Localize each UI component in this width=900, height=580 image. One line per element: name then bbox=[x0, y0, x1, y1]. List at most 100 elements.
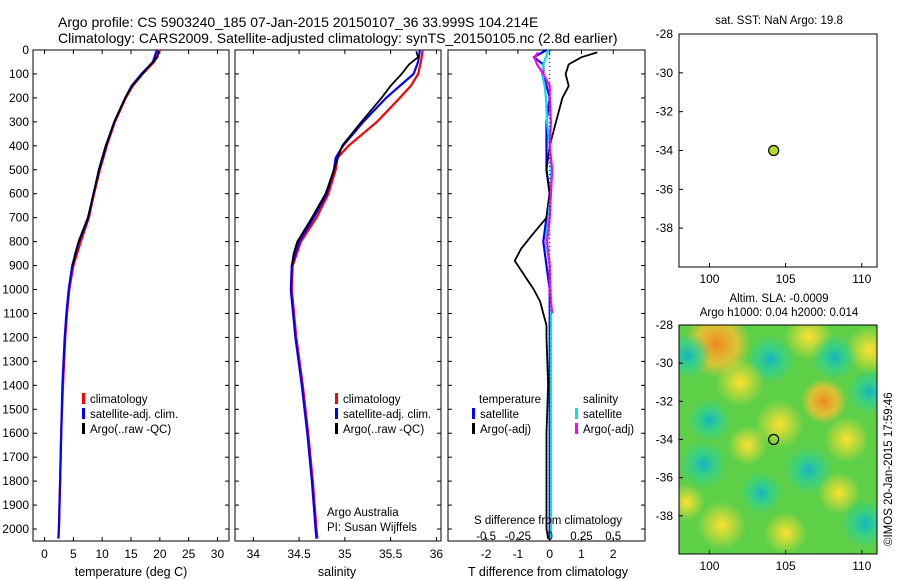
map-x-tick-label: 110 bbox=[852, 272, 871, 286]
sla-anomaly-blob bbox=[688, 399, 731, 442]
x-tick-label: 25 bbox=[182, 547, 196, 561]
sla-anomaly-blob bbox=[679, 439, 728, 489]
depth-axis: 0 100 200 300 400 500 600 700 800 900 1000 1100 1200… bbox=[2, 43, 645, 536]
sla-blobs bbox=[679, 325, 877, 554]
depth-tick-label: 1200 bbox=[2, 330, 29, 344]
x-tick-label: 1 bbox=[578, 547, 585, 561]
sla-anomaly-blob bbox=[679, 332, 711, 379]
temperature-x-axis: 0 5 10 15 20 25 30 bbox=[41, 50, 224, 561]
x-tick-label: -2 bbox=[481, 547, 492, 561]
depth-tick-label: 900 bbox=[9, 259, 29, 273]
sla-anomaly-blob bbox=[846, 368, 877, 415]
argo-position-marker bbox=[768, 433, 780, 446]
legend-t-argo-label: Argo(-adj) bbox=[480, 424, 531, 436]
legend-argo-swatch bbox=[82, 423, 85, 434]
sla-anomaly-blob bbox=[823, 416, 870, 463]
sla-anomaly-blob bbox=[739, 471, 783, 515]
depth-tick-label: 1700 bbox=[2, 450, 29, 464]
annotation-institution: Argo Australia bbox=[327, 507, 399, 519]
sla-anomaly-blob bbox=[764, 511, 807, 554]
sla-map-panel: Altim. SLA: -0.0009 Argo h1000: 0.04 h20… bbox=[656, 293, 895, 573]
legend-argo-label: Argo(..raw -QC) bbox=[90, 424, 171, 436]
map-y-tick-label: -32 bbox=[656, 105, 674, 119]
sla-anomaly-blob bbox=[727, 425, 768, 466]
sla-anomaly-blob bbox=[715, 357, 765, 407]
difference-x-axis: -2 -1 0 1 2 bbox=[481, 50, 617, 561]
sal-legend-climatology-swatch bbox=[335, 393, 338, 404]
sal-diff-tick-label: 0.5 bbox=[605, 531, 621, 543]
sla-map-title-line2: Argo h1000: 0.04 h2000: 0.014 bbox=[700, 307, 859, 319]
map-y-tick-label: -38 bbox=[656, 221, 674, 235]
sst-map-panel: sat. SST: NaN Argo: 19.8 100 105 110 -28 -30… bbox=[656, 15, 878, 286]
depth-tick-label: 1800 bbox=[2, 474, 29, 488]
sal-diff-tick-label: -0.5 bbox=[476, 531, 496, 543]
sal-legend-satellite-label: satellite-adj. clim. bbox=[343, 409, 431, 421]
map-y-tick-label: -34 bbox=[656, 144, 674, 158]
difference-legend: temperature salinity satellite Argo(-adj… bbox=[472, 394, 634, 436]
x-tick-label: 5 bbox=[70, 547, 77, 561]
map-y-tick-label: -36 bbox=[656, 182, 674, 196]
x-tick-label: 15 bbox=[124, 547, 138, 561]
depth-tick-label: 100 bbox=[9, 67, 29, 81]
salinity-panel: 34 34.5 35 35.5 36 salinity climatology sate… bbox=[234, 49, 443, 579]
temperature-legend: climatology satellite-adj. clim. Argo(..… bbox=[82, 393, 178, 436]
map-x-tick-label: 105 bbox=[776, 559, 796, 573]
sla-heatmap-field bbox=[679, 325, 877, 554]
depth-tick-label: 200 bbox=[9, 91, 29, 105]
sla-anomaly-blob bbox=[697, 501, 747, 550]
copyright-label: ©IMOS 20-Jan-2015 17:59:46 bbox=[883, 392, 895, 546]
depth-tick-label: 400 bbox=[9, 139, 29, 153]
series-line-satellite-adj-clim- bbox=[289, 49, 421, 539]
series-line-salinity-argo-adj- bbox=[533, 51, 554, 314]
map-y-tick-label: -28 bbox=[656, 318, 674, 332]
legend-satellite-label: satellite-adj. clim. bbox=[90, 409, 178, 421]
legend-satellite-swatch bbox=[82, 408, 85, 419]
depth-tick-label: 300 bbox=[9, 115, 29, 129]
x-tick-label: 34 bbox=[247, 547, 261, 561]
sla-anomaly-blob bbox=[800, 378, 847, 425]
legend-s-satellite-label: satellite bbox=[583, 409, 622, 421]
sal-diff-tick-label: 0.25 bbox=[570, 531, 592, 543]
legend-t-satellite-label: satellite bbox=[480, 409, 519, 421]
x-tick-label: 0 bbox=[41, 547, 48, 561]
depth-tick-label: 600 bbox=[9, 187, 29, 201]
x-tick-label: 34.5 bbox=[287, 547, 311, 561]
map-x-tick-label: 100 bbox=[699, 272, 719, 286]
figure-title-line1: Argo profile: CS 5903240_185 07-Jan-2015… bbox=[58, 14, 538, 30]
salinity-x-label: salinity bbox=[318, 565, 357, 579]
map-x-tick-label: 110 bbox=[852, 559, 871, 573]
map-y-tick-label: -34 bbox=[656, 433, 674, 447]
depth-tick-label: 1900 bbox=[2, 498, 29, 512]
legend-climatology-swatch bbox=[82, 393, 85, 404]
sla-map-axes: 100 105 110 -28 -30 -32 -34 -36 -38 bbox=[656, 318, 872, 573]
temperature-axes-frame bbox=[32, 49, 230, 542]
difference-panel: -2 -1 0 1 2 S difference from climatology -0… bbox=[447, 49, 646, 579]
sal-legend-climatology-label: climatology bbox=[343, 394, 401, 406]
sal-legend-argo-swatch bbox=[335, 423, 338, 434]
map-y-tick-label: -38 bbox=[656, 509, 674, 523]
sal-legend-argo-label: Argo(..raw -QC) bbox=[343, 424, 424, 436]
salinity-axes-frame bbox=[234, 49, 442, 542]
sla-map-points bbox=[768, 433, 780, 446]
sla-map-title-line1: Altim. SLA: -0.0009 bbox=[729, 293, 828, 305]
salinity-series bbox=[289, 49, 424, 539]
legend-salinity-header: salinity bbox=[583, 394, 618, 406]
depth-tick-label: 1400 bbox=[2, 378, 29, 392]
x-tick-label: 35.5 bbox=[379, 547, 403, 561]
sst-map-axes: 100 105 110 -28 -30 -32 -34 -36 -38 bbox=[656, 27, 872, 286]
temperature-series bbox=[57, 49, 161, 539]
sla-anomaly-blob bbox=[840, 499, 877, 548]
difference-x-label: T difference from climatology bbox=[468, 565, 629, 579]
depth-tick-label: 2000 bbox=[2, 522, 29, 536]
sla-anomaly-blob bbox=[811, 334, 858, 381]
map-y-tick-label: -30 bbox=[656, 356, 674, 370]
map-y-tick-label: -32 bbox=[656, 394, 674, 408]
x-tick-label: 0 bbox=[546, 547, 553, 561]
sla-anomaly-blob bbox=[817, 471, 861, 515]
depth-tick-label: 700 bbox=[9, 211, 29, 225]
depth-tick-label: 1100 bbox=[3, 306, 29, 320]
map-x-tick-label: 100 bbox=[699, 559, 719, 573]
legend-temperature-header: temperature bbox=[479, 394, 541, 406]
sla-anomaly-blob bbox=[755, 399, 804, 449]
